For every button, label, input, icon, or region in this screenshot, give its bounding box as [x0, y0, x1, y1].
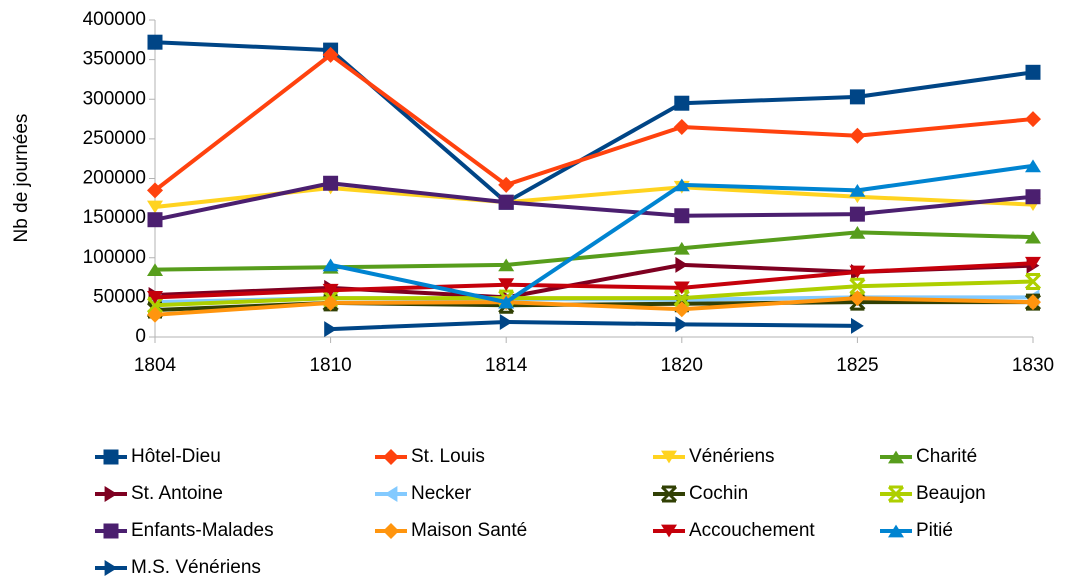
series-line — [154, 40, 1034, 205]
y-tick-label: 300000 — [83, 88, 146, 109]
y-tick-label: 0 — [135, 326, 146, 347]
data-point — [675, 316, 689, 333]
data-point — [675, 256, 689, 273]
data-point — [498, 176, 515, 193]
y-tick-label: 100000 — [83, 247, 146, 268]
x-tick-label: 1830 — [1012, 355, 1054, 376]
legend-label: Enfants-Malades — [131, 520, 274, 541]
data-point — [849, 206, 865, 222]
data-point — [674, 208, 690, 224]
x-tick-label: 1810 — [309, 355, 351, 376]
legend-marker — [104, 560, 118, 576]
data-point — [322, 294, 339, 311]
legend-label: Cochin — [689, 483, 748, 504]
data-point — [147, 306, 163, 323]
legend-label: Vénériens — [689, 446, 775, 467]
series-line — [154, 230, 1034, 272]
data-point — [147, 182, 163, 199]
data-point — [498, 258, 515, 272]
y-tick-label: 150000 — [83, 207, 146, 228]
legend-marker — [661, 524, 677, 538]
data-point — [498, 194, 514, 210]
legend-marker — [661, 450, 677, 464]
y-tick-label: 200000 — [83, 168, 146, 189]
legend-label: Accouchement — [689, 520, 815, 541]
data-point — [673, 281, 690, 295]
data-point — [147, 34, 163, 50]
data-point — [673, 178, 690, 192]
legend-label: St. Antoine — [131, 483, 223, 504]
legend-label: Pitié — [916, 520, 953, 541]
series-line — [154, 181, 1034, 222]
legend-marker — [103, 523, 119, 539]
series-line — [154, 261, 1034, 300]
data-point — [1025, 294, 1041, 311]
data-point — [322, 258, 339, 272]
data-point — [322, 283, 339, 297]
y-tick-label: 250000 — [83, 128, 146, 149]
data-point — [1025, 230, 1041, 244]
legend-marker — [888, 450, 904, 464]
legend-marker — [103, 449, 119, 465]
legend-marker — [887, 485, 905, 503]
legend-marker — [660, 485, 678, 503]
data-point — [1025, 111, 1041, 128]
data-point — [1025, 64, 1041, 80]
legend-label: M.S. Vénériens — [131, 557, 261, 578]
data-point — [498, 278, 515, 292]
data-point — [673, 289, 690, 307]
legend-label: Charité — [916, 446, 977, 467]
legend-label: Necker — [411, 483, 472, 504]
legend-marker — [383, 523, 399, 539]
legend-marker — [888, 524, 904, 538]
series-line — [154, 279, 1034, 308]
data-point — [849, 277, 866, 295]
data-point — [851, 317, 864, 334]
data-point — [147, 290, 163, 304]
series-line — [153, 52, 1034, 192]
legend-marker — [104, 486, 118, 502]
y-tick-label: 50000 — [93, 286, 146, 307]
legend-marker — [383, 449, 399, 465]
series-line — [330, 319, 858, 332]
data-point — [146, 296, 164, 314]
legend-marker — [384, 486, 398, 502]
data-point — [849, 225, 866, 239]
data-point — [849, 89, 865, 105]
data-point — [147, 200, 163, 214]
series-line — [154, 185, 1034, 210]
x-tick-label: 1804 — [134, 355, 177, 376]
data-point — [322, 46, 339, 63]
data-point — [673, 241, 690, 255]
legend-label: Hôtel-Dieu — [131, 446, 221, 467]
data-point — [673, 118, 690, 135]
x-tick-label: 1820 — [661, 355, 703, 376]
legend-label: Beaujon — [916, 483, 986, 504]
data-point — [849, 127, 866, 144]
legend-label: Maison Santé — [411, 520, 527, 541]
data-point — [673, 301, 690, 318]
series-line — [154, 296, 1034, 317]
y-tick-label: 400000 — [83, 9, 146, 30]
data-point — [1025, 159, 1041, 173]
legend-label: St. Louis — [411, 446, 485, 467]
data-point — [1025, 189, 1041, 205]
data-point — [849, 183, 866, 197]
data-point — [849, 265, 866, 279]
data-point — [324, 321, 337, 338]
data-point — [674, 95, 690, 111]
data-point — [1024, 273, 1042, 291]
x-tick-label: 1814 — [485, 355, 528, 376]
data-point — [498, 295, 515, 309]
x-tick-label: 1825 — [836, 355, 878, 376]
data-point — [323, 175, 339, 191]
y-tick-label: 350000 — [83, 49, 146, 70]
data-point — [499, 313, 513, 330]
y-axis-label: Nb de journées — [11, 114, 32, 243]
data-point — [147, 263, 163, 277]
data-point — [849, 290, 866, 307]
data-point — [147, 212, 163, 228]
data-point — [1025, 256, 1041, 270]
